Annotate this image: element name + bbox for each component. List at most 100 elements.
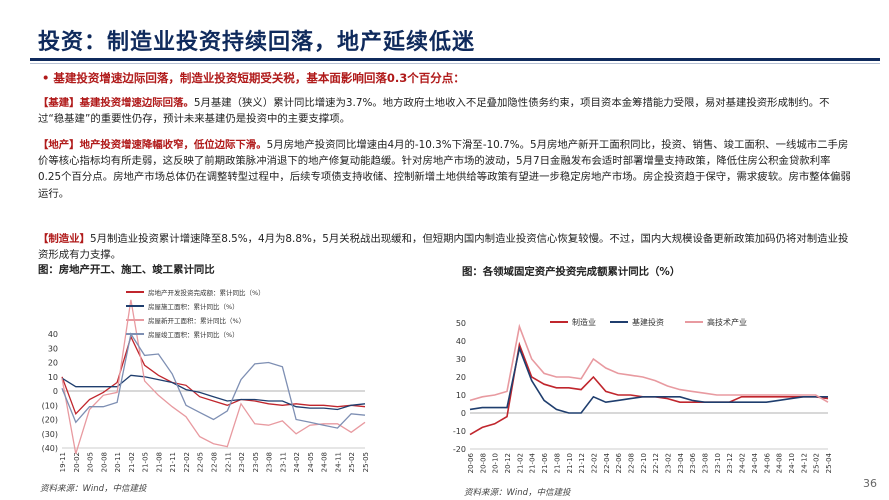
x-tick-label: 25-04 xyxy=(825,452,833,473)
right-figure-caption: 图：各领域固定资产投资完成额累计同比（%） xyxy=(462,266,681,278)
x-tick-label: 20-08 xyxy=(479,453,487,473)
series-line xyxy=(61,332,366,429)
x-tick-label: 19-11 xyxy=(59,452,67,472)
x-tick-label: 23-04 xyxy=(677,452,685,473)
realestate-lead: 地产投资增速降幅收窄，低位边际下滑。 xyxy=(79,139,267,151)
y-tick-label: 0 xyxy=(53,387,58,396)
property-construction-chart: 40 30 20 10 0 (10) (20) (30) (40)19-11 20-02 20-05… xyxy=(42,288,370,472)
legend-label: 制造业 xyxy=(572,317,596,327)
y-tick-label: (10) xyxy=(42,401,58,410)
x-tick-label: 20-06 xyxy=(467,452,475,473)
x-tick-label: 24-11 xyxy=(334,452,342,472)
right-figure-source: 资料来源：Wind，中信建投 xyxy=(464,488,571,498)
x-tick-label: 21-12 xyxy=(578,453,586,473)
realestate-paragraph: 【地产】地产投资增速降幅收窄，低位边际下滑。5月房地产投资同比增速由4月的-10… xyxy=(38,137,853,202)
legend-label: 基建投资 xyxy=(632,317,664,327)
series-line xyxy=(61,299,366,454)
x-tick-label: 24-12 xyxy=(800,453,808,473)
y-tick-label: 20 xyxy=(48,359,58,368)
y-tick-label: 10 xyxy=(456,391,466,400)
x-tick-label: 20-02 xyxy=(73,452,81,472)
x-tick-label: 23-02 xyxy=(665,453,673,473)
x-tick-label: 21-05 xyxy=(142,452,150,472)
y-tick-label: (40) xyxy=(42,444,58,453)
x-tick-label: 21-08 xyxy=(553,453,561,473)
legend-label: 房地产开发投资完成额：累计同比（%） xyxy=(148,288,265,297)
x-tick-label: 22-02 xyxy=(183,452,191,472)
infra-tag: 【基建】 xyxy=(38,97,80,109)
x-tick-label: 21-02 xyxy=(128,452,136,472)
realestate-tag: 【地产】 xyxy=(38,139,80,151)
x-tick-label: 23-08 xyxy=(702,453,710,473)
x-tick-label: 21-02 xyxy=(516,453,524,473)
x-tick-label: 21-10 xyxy=(566,453,574,473)
x-tick-label: 25-02 xyxy=(348,452,356,472)
x-tick-label: 23-08 xyxy=(266,452,274,472)
y-tick-label: 50 xyxy=(456,319,466,328)
x-tick-label: 20-12 xyxy=(504,453,512,473)
y-tick-label: -10 xyxy=(453,427,466,436)
realestate-body: 5月房地产投资同比增速由4月的-10.3%下滑至-10.7%。5月房地产新开工面… xyxy=(38,139,851,200)
y-tick-label: 40 xyxy=(456,337,466,346)
legend-label: 房屋竣工面积：累计同比（%） xyxy=(148,330,239,339)
infra-body: 5月基建（狭义）累计同比增速为3.7%。地方政府土地收入不足叠加隐性债务约束，项… xyxy=(38,97,830,126)
series-line xyxy=(469,345,828,414)
left-figure-source: 资料来源：Wind，中信建投 xyxy=(40,484,147,494)
x-tick-label: 22-06 xyxy=(615,452,623,473)
y-tick-label: 30 xyxy=(48,344,58,353)
x-tick-label: 21-11 xyxy=(169,452,177,472)
series-line xyxy=(61,374,366,411)
x-tick-label: 22-10 xyxy=(640,453,648,473)
x-tick-label: 23-10 xyxy=(714,453,722,473)
y-tick-label: (30) xyxy=(42,430,58,439)
x-tick-label: 21-06 xyxy=(541,452,549,473)
x-tick-label: 22-08 xyxy=(627,453,635,473)
y-tick-label: 40 xyxy=(48,330,58,339)
x-tick-label: 22-02 xyxy=(590,453,598,473)
legend-label: 房屋施工面积：累计同比（%） xyxy=(148,302,239,311)
y-tick-label: 30 xyxy=(456,355,466,364)
x-tick-label: 20-10 xyxy=(492,453,500,473)
y-tick-label: 0 xyxy=(461,409,466,418)
x-tick-label: 23-12 xyxy=(726,453,734,473)
manufacturing-paragraph: 【制造业】5月制造业投资累计增速降至8.5%，4月为8.8%，5月关税战出现缓和… xyxy=(38,231,853,263)
x-tick-label: 22-12 xyxy=(652,453,660,473)
left-figure-caption: 图：房地产开工、施工、竣工累计同比 xyxy=(38,264,215,276)
infra-paragraph: 【基建】基建投资增速边际回落。5月基建（狭义）累计同比增速为3.7%。地方政府土… xyxy=(38,95,853,127)
infra-lead: 基建投资增速边际回落。 xyxy=(79,97,194,109)
x-tick-label: 25-02 xyxy=(813,453,821,473)
title-divider xyxy=(30,58,880,61)
manufacturing-body: 5月制造业投资累计增速降至8.5%，4月为8.8%，5月关税战出现缓和，但短期内… xyxy=(38,233,849,262)
title-divider-thin xyxy=(30,63,880,64)
x-tick-label: 23-11 xyxy=(279,452,287,472)
legend-label: 房屋新开工面积：累计同比（%） xyxy=(148,316,245,325)
x-tick-label: 24-08 xyxy=(776,453,784,473)
x-tick-label: 23-05 xyxy=(252,452,260,472)
manufacturing-tag: 【制造业】 xyxy=(38,233,90,245)
x-tick-label: 24-05 xyxy=(307,452,315,472)
x-tick-label: 20-05 xyxy=(87,452,95,472)
y-tick-label: 10 xyxy=(48,373,58,382)
y-tick-label: (20) xyxy=(42,416,58,425)
series-line xyxy=(469,323,829,403)
x-tick-label: 22-04 xyxy=(603,452,611,473)
x-tick-label: 24-02 xyxy=(293,452,301,472)
x-tick-label: 23-02 xyxy=(238,452,246,472)
x-tick-label: 22-05 xyxy=(197,452,205,472)
x-tick-label: 22-08 xyxy=(211,452,219,472)
x-tick-label: 21-04 xyxy=(529,452,537,473)
legend-label: 高技术产业 xyxy=(707,317,747,327)
x-tick-label: 24-06 xyxy=(763,452,771,473)
x-tick-label: 25-05 xyxy=(362,452,370,472)
summary-bullet: • 基建投资增速边际回落，制造业投资短期受关税，基本面影响回落0.3个百分点： xyxy=(42,71,465,85)
y-tick-label: 20 xyxy=(456,373,466,382)
x-tick-label: 24-08 xyxy=(321,452,329,472)
page-title: 投资：制造业投资持续回落，地产延续低迷 xyxy=(38,30,476,55)
x-tick-label: 24-02 xyxy=(739,453,747,473)
x-tick-label: 24-04 xyxy=(751,452,759,473)
x-tick-label: 22-11 xyxy=(224,452,232,472)
x-tick-label: 20-08 xyxy=(100,452,108,472)
x-tick-label: 23-06 xyxy=(689,452,697,473)
y-tick-label: -20 xyxy=(453,445,466,454)
